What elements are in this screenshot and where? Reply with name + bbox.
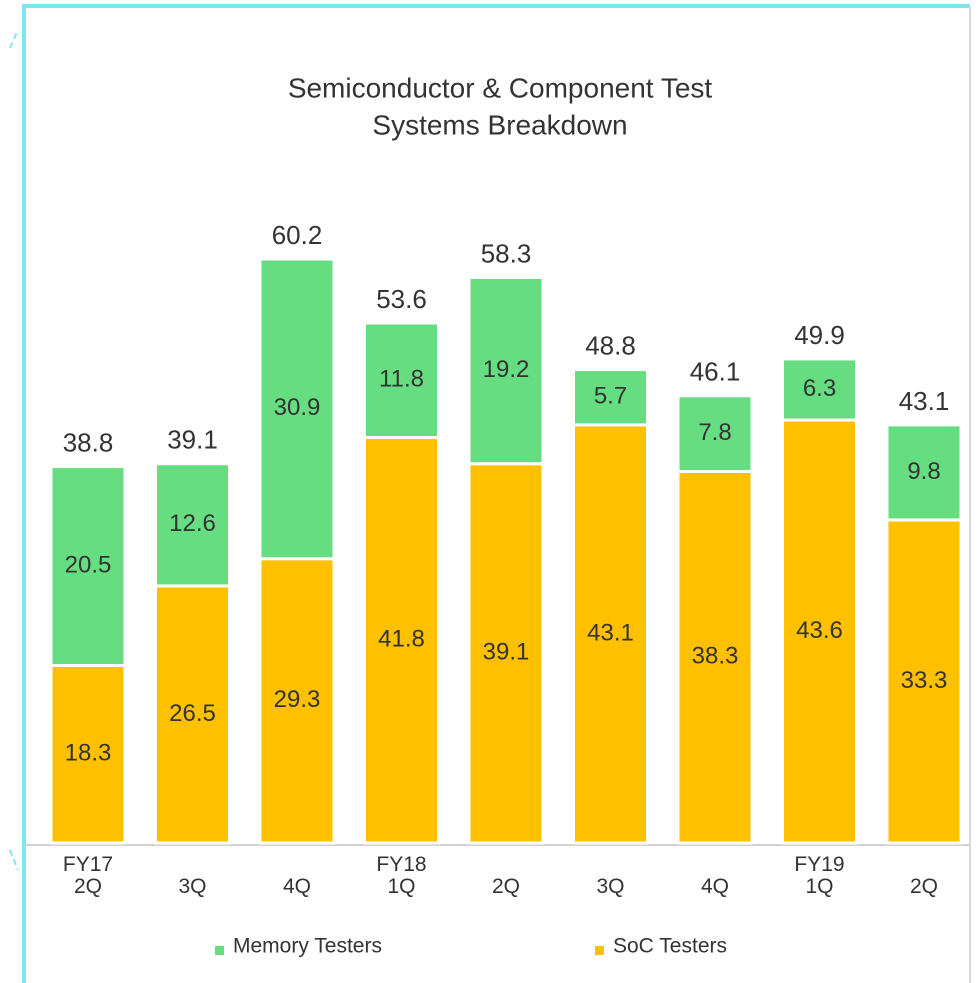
total-label: 58.3 xyxy=(481,238,532,268)
bar-segment xyxy=(676,469,754,845)
bar-segment xyxy=(363,435,440,845)
frame xyxy=(22,4,970,983)
bar-segment xyxy=(258,257,336,561)
legend-label: Memory Testers xyxy=(233,935,382,958)
legend-label: SoC Testers xyxy=(613,935,727,958)
x-tick-label: 3Q xyxy=(596,875,625,898)
bar-segment xyxy=(572,423,649,845)
data-label: 33.3 xyxy=(901,667,948,694)
bar-segment xyxy=(154,462,231,588)
chart-subtitle: Systems Breakdown xyxy=(372,109,627,140)
total-label: 43.1 xyxy=(899,386,950,416)
total-label: 46.1 xyxy=(690,357,741,387)
total-label: 39.1 xyxy=(167,425,218,455)
x-tick-label: FY19 1Q xyxy=(794,853,845,898)
bar-segment xyxy=(781,418,858,845)
bar-segment xyxy=(467,275,545,466)
data-label: 19.2 xyxy=(483,356,530,383)
data-label: 20.5 xyxy=(65,551,112,578)
bar-segment xyxy=(467,462,545,845)
data-label: 30.9 xyxy=(274,394,321,421)
data-label: 5.7 xyxy=(594,383,627,410)
data-label: 29.3 xyxy=(274,686,321,713)
data-label: 7.8 xyxy=(698,419,731,446)
bar-segment xyxy=(885,423,963,522)
bar-segment xyxy=(363,321,440,439)
x-tick-label: 2Q xyxy=(909,875,938,898)
data-label: 38.3 xyxy=(692,643,739,670)
x-tick-label: 3Q xyxy=(178,875,207,898)
total-label: 60.2 xyxy=(272,220,323,250)
x-tick-label: FY17 2Q xyxy=(62,853,114,898)
data-label: 41.8 xyxy=(378,626,425,653)
x-tick-label: FY18 1Q xyxy=(376,853,427,898)
total-label: 53.6 xyxy=(376,284,427,314)
x-tick-label: 4Q xyxy=(282,875,311,898)
bar-segment xyxy=(49,663,127,845)
data-label: 9.8 xyxy=(907,458,940,485)
legend-swatch xyxy=(595,946,604,955)
frame-deco xyxy=(9,29,19,871)
data-label: 43.1 xyxy=(587,619,634,646)
bar-segment xyxy=(154,584,231,845)
data-label: 39.1 xyxy=(483,639,530,666)
chart-title: Semiconductor & Component Test xyxy=(288,72,713,103)
x-tick-label: 2Q xyxy=(491,875,520,898)
bar-segment xyxy=(885,518,963,845)
x-tick-label: 4Q xyxy=(700,875,729,898)
bar-segment xyxy=(781,357,858,422)
bar-segment xyxy=(49,465,127,667)
total-label: 38.8 xyxy=(63,427,114,457)
data-label: 11.8 xyxy=(379,366,424,393)
total-label: 49.9 xyxy=(794,320,845,350)
total-label: 48.8 xyxy=(585,330,636,360)
data-label: 6.3 xyxy=(803,375,836,402)
data-label: 43.6 xyxy=(796,617,843,644)
data-label: 18.3 xyxy=(65,740,112,767)
data-label: 26.5 xyxy=(169,700,216,727)
bar-segment xyxy=(572,368,649,427)
legend-swatch xyxy=(215,946,224,955)
data-label: 12.6 xyxy=(169,510,216,537)
bar-segment xyxy=(676,394,754,473)
